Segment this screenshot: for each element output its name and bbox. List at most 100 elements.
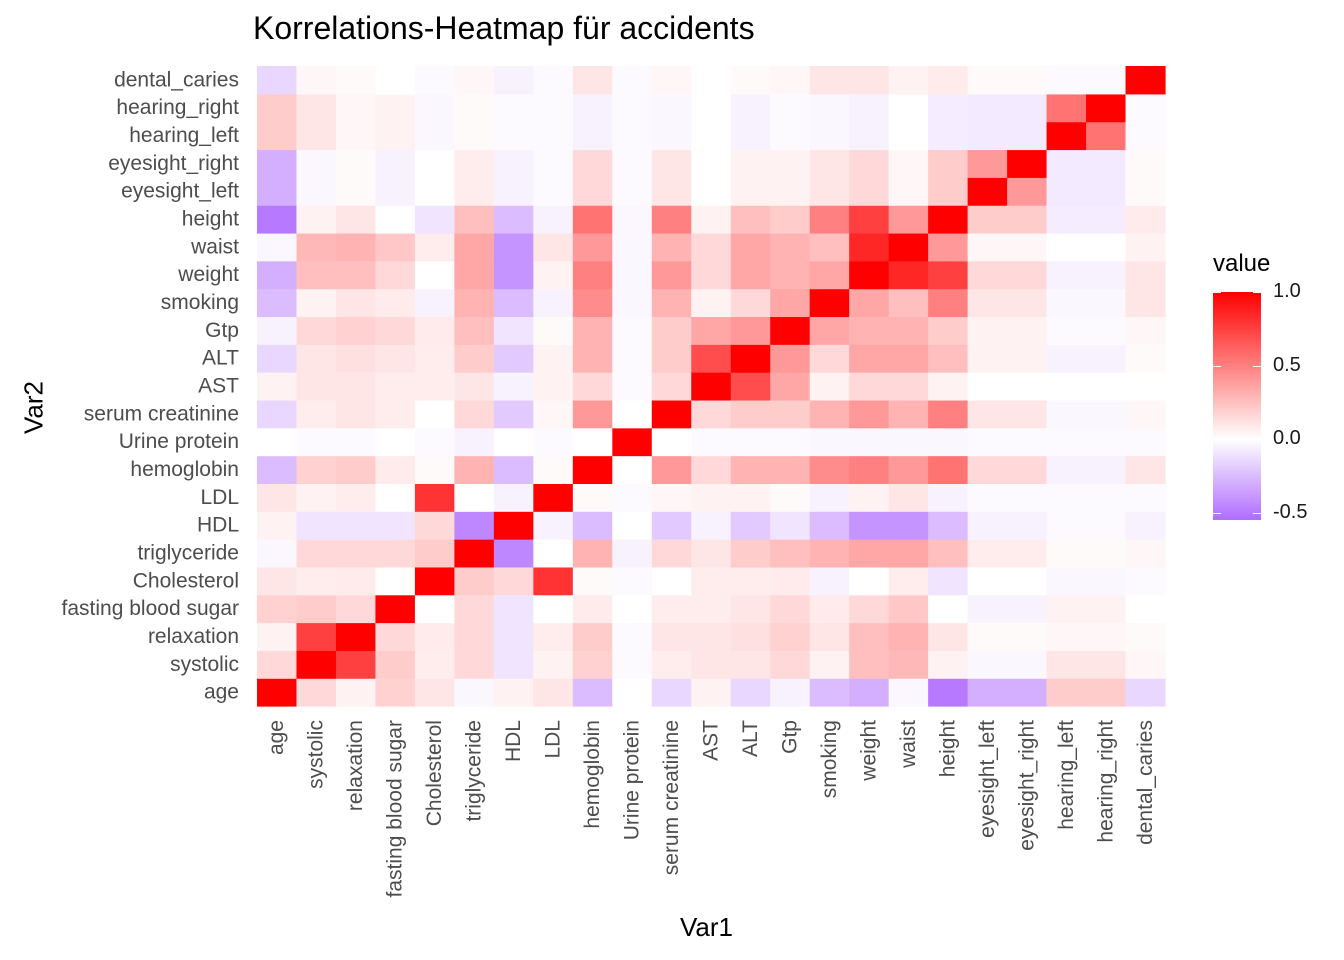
heatmap-cell [1007, 511, 1048, 540]
heatmap-cell [730, 566, 771, 596]
heatmap-cell [296, 594, 337, 624]
heatmap-cell [612, 288, 653, 318]
legend-tick-mark [1253, 439, 1261, 441]
heatmap-cell [572, 66, 613, 95]
heatmap-cell [533, 427, 574, 457]
heatmap-cell [572, 316, 613, 345]
heatmap-cell [612, 93, 653, 123]
heatmap-cell [770, 650, 811, 679]
legend-tick-mark [1253, 292, 1261, 293]
heatmap-cell [770, 483, 811, 512]
heatmap-cell [651, 622, 692, 651]
heatmap-cell [888, 121, 929, 151]
heatmap-cell [809, 205, 850, 234]
heatmap-cell [1125, 594, 1166, 624]
heatmap-cell [691, 372, 732, 401]
heatmap-cell [414, 177, 455, 206]
heatmap-cell [967, 121, 1008, 151]
heatmap-cell [1007, 455, 1048, 484]
heatmap-cell [335, 66, 377, 95]
heatmap-cell [730, 121, 771, 151]
heatmap-cell [928, 539, 969, 568]
heatmap-cell [651, 177, 692, 206]
heatmap-cell [928, 149, 969, 178]
heatmap-cell [1125, 177, 1166, 206]
heatmap-cell [730, 232, 771, 262]
heatmap-cell [770, 149, 811, 178]
heatmap-cell [888, 399, 929, 429]
x-tick-label: triglyceride [463, 720, 486, 822]
heatmap-cell [1046, 566, 1087, 596]
heatmap-cell [414, 427, 455, 457]
heatmap-cell [257, 232, 298, 262]
heatmap-cell [493, 511, 534, 540]
heatmap-cell [414, 344, 455, 373]
heatmap-cell [691, 511, 732, 540]
y-tick-label: hearing_right [116, 96, 239, 119]
heatmap-cell [691, 232, 732, 262]
heatmap-cell [1125, 93, 1166, 123]
heatmap-cell [849, 205, 890, 234]
heatmap-cell [730, 288, 771, 318]
heatmap-cell [454, 66, 495, 95]
heatmap-cell [335, 678, 377, 707]
heatmap-cell [888, 539, 929, 568]
heatmap-cell [375, 66, 416, 95]
heatmap-cell [572, 93, 613, 123]
heatmap-cell [414, 650, 455, 679]
heatmap-cell [730, 650, 771, 679]
heatmap-cell [1086, 93, 1127, 123]
heatmap-cell [414, 121, 455, 151]
heatmap-cell [533, 121, 574, 151]
heatmap-cell [296, 66, 337, 95]
heatmap-cell [454, 316, 495, 345]
heatmap-cell [1125, 483, 1166, 512]
heatmap-cell [849, 622, 890, 651]
heatmap-cell [612, 205, 653, 234]
legend-color-bar [1213, 292, 1261, 520]
heatmap-cell [493, 149, 534, 178]
heatmap-cell [454, 539, 495, 568]
heatmap-cell [493, 678, 534, 707]
heatmap-cell [533, 288, 574, 318]
heatmap-cell [612, 177, 653, 206]
heatmap-cell [414, 372, 455, 401]
heatmap-cell [375, 149, 416, 178]
heatmap-cell [967, 622, 1008, 651]
legend-title: value [1213, 250, 1271, 277]
heatmap-cell [691, 344, 732, 373]
heatmap-cell [888, 455, 929, 484]
heatmap-cell [257, 566, 298, 596]
heatmap-cell [651, 121, 692, 151]
y-tick-label: weight [177, 263, 239, 286]
y-tick-label: hearing_left [129, 124, 239, 147]
heatmap-cell [691, 455, 732, 484]
y-tick-label: systolic [170, 653, 239, 676]
heatmap-cell [1007, 678, 1048, 707]
heatmap-cell [1007, 260, 1048, 290]
heatmap-cell [691, 288, 732, 318]
chart-title: Korrelations-Heatmap für accidents [253, 10, 755, 46]
heatmap-cell [651, 511, 692, 540]
heatmap-cell [809, 121, 850, 151]
heatmap-cell [849, 594, 890, 624]
heatmap-cell [1125, 622, 1166, 651]
heatmap-cell [691, 93, 732, 123]
heatmap-cell [691, 149, 732, 178]
heatmap-cell [967, 288, 1008, 318]
heatmap-cell [1125, 149, 1166, 178]
heatmap-cell [967, 66, 1008, 95]
heatmap-cell [928, 399, 969, 429]
heatmap-cell [967, 149, 1008, 178]
heatmap-cell [691, 427, 732, 457]
heatmap-cell [1125, 232, 1166, 262]
x-tick-label: fasting blood sugar [384, 720, 407, 897]
heatmap-cell [493, 121, 534, 151]
heatmap-cell [1007, 622, 1048, 651]
heatmap-cell [849, 650, 890, 679]
heatmap-cell [849, 232, 890, 262]
legend-tick-mark [1213, 512, 1221, 514]
heatmap-cell [257, 344, 298, 373]
heatmap-cell [612, 399, 653, 429]
x-tick-label: eyesight_right [1015, 720, 1038, 851]
